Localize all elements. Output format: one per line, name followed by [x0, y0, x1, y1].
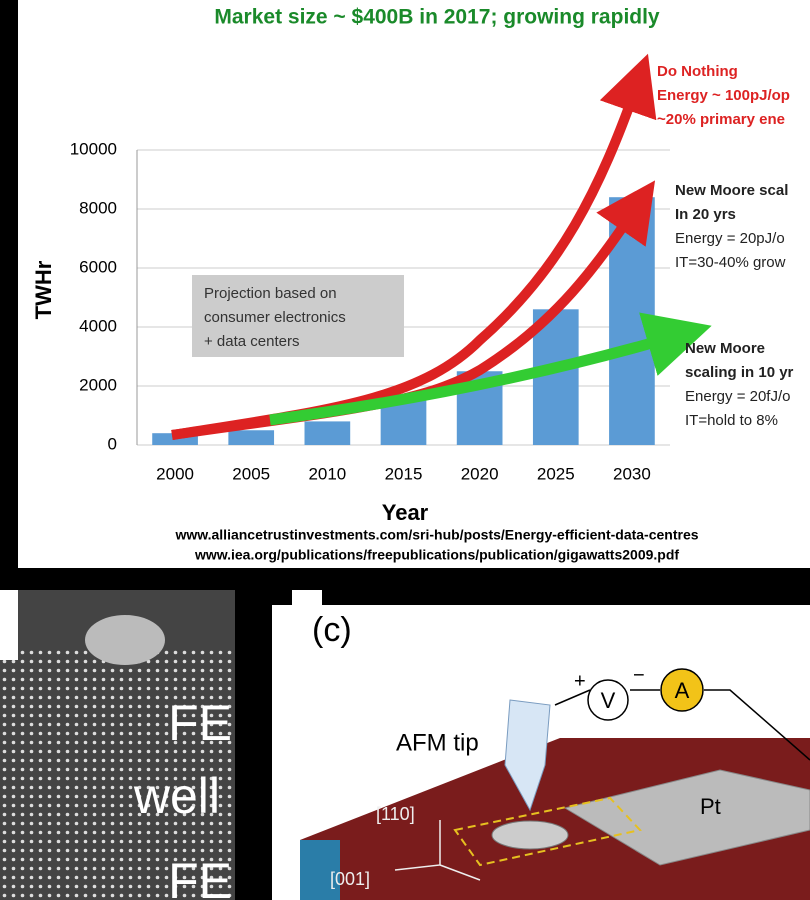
annotations: Do Nothing Energy ~ 100pJ/op ~20% primary …	[657, 63, 794, 429]
axis-label: [001]	[330, 869, 370, 889]
y-tick-label: 10000	[70, 139, 117, 158]
y-tick-label: 2000	[79, 375, 117, 394]
layer-label: FE	[168, 695, 232, 751]
note: Projection based on	[204, 285, 337, 302]
annotation: ~20% primary ene	[657, 111, 785, 128]
annotation: In 20 yrs	[675, 206, 736, 223]
y-axis-label: TWHr	[31, 260, 56, 319]
annotation: Energy = 20pJ/o	[675, 230, 785, 247]
x-tick-label: 2015	[385, 464, 423, 483]
wire	[554, 689, 591, 706]
annotation: Do Nothing	[657, 63, 738, 80]
voltmeter-label: V	[601, 688, 616, 713]
polarity: −	[633, 664, 645, 686]
ammeter	[660, 668, 704, 712]
y-tick-label: 8000	[79, 198, 117, 217]
y-tick-label: 6000	[79, 257, 117, 276]
x-tick-label: 2010	[308, 464, 346, 483]
annotation: Energy ~ 100pJ/op	[657, 87, 790, 104]
axis-label: [110]	[376, 804, 415, 824]
note-box	[192, 275, 404, 357]
ammeter-label: A	[675, 678, 690, 703]
panel-tab	[292, 590, 322, 606]
annotation: scaling in 10 yr	[685, 364, 794, 381]
tip-label: AFM tip	[396, 729, 479, 756]
x-tick-label: 2000	[156, 464, 194, 483]
x-tick-label: 2020	[461, 464, 499, 483]
x-tick-label: 2005	[232, 464, 270, 483]
y-tick-label: 0	[108, 434, 117, 453]
polarity: +	[574, 670, 586, 692]
x-tick-label: 2025	[537, 464, 575, 483]
layer-label: FE	[168, 853, 232, 900]
electrode	[563, 769, 810, 866]
afm-tip	[504, 699, 551, 812]
annotation: IT=30-40% grow	[675, 254, 786, 271]
note: consumer electronics	[204, 309, 346, 326]
voltmeter	[587, 679, 629, 721]
bar	[228, 430, 275, 445]
source: www.alliancetrustinvestments.com/sri-hub…	[174, 527, 698, 543]
arrow-10yrs	[269, 312, 712, 426]
note: + data centers	[204, 333, 299, 350]
annotation: New Moore	[685, 340, 765, 357]
x-axis-label: Year	[382, 500, 429, 525]
bar	[532, 309, 579, 445]
domain	[491, 820, 569, 850]
layer-label: well	[133, 768, 220, 824]
axes-icon	[394, 820, 481, 881]
annotation: IT=hold to 8%	[685, 412, 778, 429]
electrode-label: Pt	[700, 794, 721, 819]
annotation: New Moore scal	[675, 182, 788, 199]
panel-label: (c)	[312, 611, 352, 649]
micrograph-blob	[85, 615, 165, 665]
wire	[704, 689, 810, 761]
annotation: Energy = 20fJ/o	[685, 388, 790, 405]
region	[453, 796, 642, 867]
x-tick-label: 2030	[613, 464, 651, 483]
chart-title: Market size ~ $400B in 2017; growing rap…	[214, 6, 660, 29]
chart-panel	[18, 0, 810, 568]
bar	[304, 421, 351, 445]
y-tick-label: 4000	[79, 316, 117, 335]
panel-corner	[0, 590, 18, 660]
substrate-side	[300, 840, 340, 900]
micrograph-lattice	[0, 650, 235, 900]
source: www.iea.org/publications/freepublication…	[194, 547, 679, 563]
